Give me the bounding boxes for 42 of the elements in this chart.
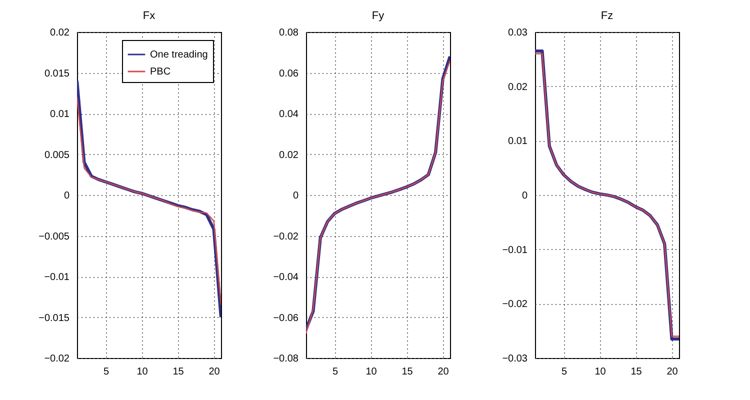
x-tick-label: 5: [104, 366, 110, 378]
y-tick-label: 0.08: [279, 28, 299, 38]
x-tick-label: 15: [630, 366, 642, 378]
legend-label: PBC: [150, 66, 171, 78]
y-tick-label: 0.015: [44, 68, 70, 80]
x-tick-label: 20: [208, 366, 220, 378]
legend-label: One treading: [150, 50, 208, 60]
y-tick-label: 0.01: [50, 109, 70, 120]
y-tick-label: 0.005: [44, 150, 70, 161]
x-tick-label: 10: [594, 366, 606, 378]
y-tick-label: 0: [522, 190, 528, 202]
y-tick-label: 0.03: [508, 28, 528, 38]
x-tick-label: 20: [666, 366, 678, 378]
x-tick-label: 15: [402, 366, 414, 378]
y-tick-label: 0.02: [508, 82, 528, 93]
y-tick-label: −0.02: [44, 354, 70, 364]
y-tick-label: 0.04: [279, 109, 299, 120]
y-tick-label: −0.01: [502, 244, 528, 256]
y-tick-label: −0.015: [38, 312, 70, 324]
y-tick-label: −0.005: [38, 231, 70, 242]
y-tick-label: 0.02: [50, 28, 70, 38]
x-tick-label: 10: [136, 366, 148, 378]
y-tick-label: −0.08: [273, 354, 299, 364]
chart-title: Fy: [372, 10, 385, 22]
y-tick-label: −0.04: [273, 272, 299, 283]
y-tick-label: 0: [292, 190, 299, 202]
y-tick-label: −0.01: [44, 272, 70, 283]
y-tick-label: −0.06: [273, 312, 299, 324]
y-tick-label: 0: [64, 190, 70, 202]
chart-title: Fz: [600, 10, 614, 22]
y-tick-label: −0.03: [502, 354, 528, 364]
x-tick-label: 15: [172, 366, 184, 378]
x-tick-label: 10: [366, 366, 378, 378]
y-tick-label: 0.02: [279, 150, 299, 161]
x-tick-label: 20: [438, 366, 450, 378]
y-tick-label: 0.01: [508, 136, 528, 148]
chart-title: Fx: [142, 10, 156, 22]
y-tick-label: −0.02: [502, 299, 528, 310]
x-tick-label: 5: [332, 366, 339, 378]
y-tick-label: 0.06: [279, 68, 299, 80]
x-tick-label: 5: [562, 366, 568, 378]
y-tick-label: −0.02: [273, 231, 299, 242]
